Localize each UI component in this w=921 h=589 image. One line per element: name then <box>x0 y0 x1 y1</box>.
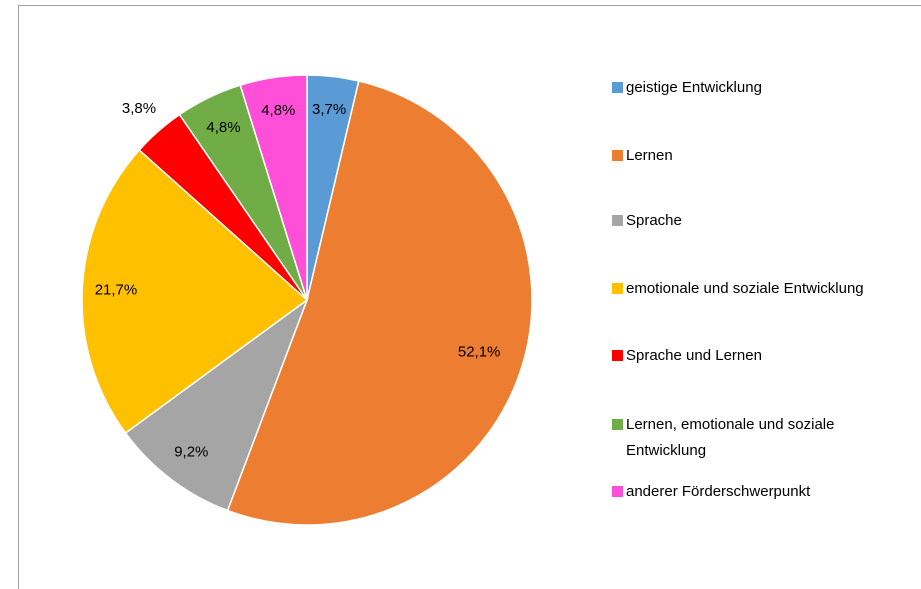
legend-item: anderer Förderschwerpunkt <box>612 479 902 505</box>
chart-border <box>18 5 921 589</box>
legend-item: geistige Entwicklung <box>612 75 902 101</box>
data-label: 3,7% <box>312 101 346 118</box>
legend-label: Lernen <box>626 147 673 164</box>
legend-label: geistige Entwicklung <box>626 79 762 96</box>
legend-swatch <box>612 150 623 161</box>
legend-swatch <box>612 215 623 226</box>
legend-swatch <box>612 82 623 93</box>
pie-slice <box>226 80 533 526</box>
data-label: 4,8% <box>261 102 295 119</box>
pie-slice <box>239 74 308 301</box>
legend-label: emotionale und soziale Entwicklung <box>626 280 864 297</box>
legend-label: Lernen, emotionale und soziale Entwicklu… <box>626 416 835 459</box>
legend-swatch <box>612 486 623 497</box>
legend-swatch <box>612 283 623 294</box>
data-label: 4,8% <box>206 119 240 136</box>
legend-swatch <box>612 350 623 361</box>
data-label: 52,1% <box>458 344 501 361</box>
legend-label: Sprache <box>626 212 682 229</box>
data-label: 9,2% <box>174 443 208 460</box>
legend-item: Sprache und Lernen <box>612 343 902 369</box>
legend-item: emotionale und soziale Entwicklung <box>612 276 902 302</box>
legend-swatch <box>612 419 623 430</box>
pie-slice <box>81 148 309 435</box>
data-label: 3,8% <box>122 100 156 117</box>
legend-label: anderer Förderschwerpunkt <box>626 483 811 500</box>
legend-label: Sprache und Lernen <box>626 347 762 364</box>
legend-item: Lernen <box>612 143 902 169</box>
pie-slice <box>124 297 309 512</box>
legend-item: Lernen, emotionale und soziale Entwicklu… <box>612 412 902 464</box>
legend-item: Sprache <box>612 208 902 234</box>
data-label: 21,7% <box>95 282 138 299</box>
